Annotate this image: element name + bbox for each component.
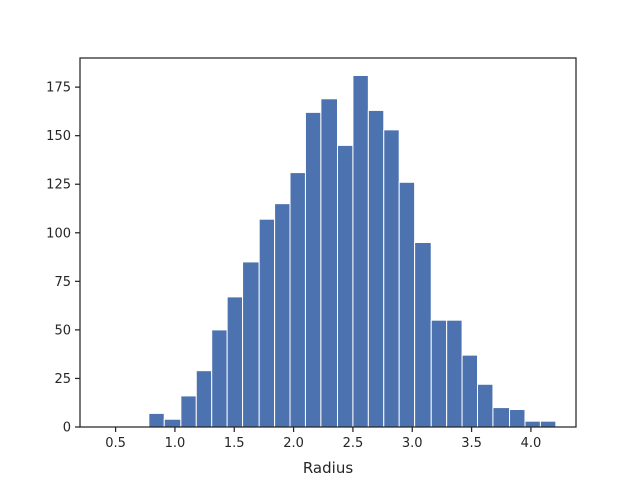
histogram-bar xyxy=(524,420,541,428)
histogram-bar xyxy=(163,418,182,428)
histogram-bar xyxy=(383,129,400,428)
y-tick-label: 100 xyxy=(46,226,71,241)
histogram-bar xyxy=(274,203,291,428)
y-tick-label: 175 xyxy=(46,81,71,96)
histogram-bar xyxy=(211,329,228,428)
y-tick-label: 0 xyxy=(63,421,71,436)
histogram-bar xyxy=(258,218,276,428)
histogram-bar xyxy=(336,144,354,428)
histogram-bar xyxy=(539,420,557,428)
x-tick-label: 4.0 xyxy=(521,436,542,451)
x-tick-label: 0.5 xyxy=(105,436,126,451)
histogram-bar xyxy=(461,354,479,428)
y-tick-label: 125 xyxy=(46,178,71,193)
histogram-bar xyxy=(477,383,494,428)
histogram-bar xyxy=(367,109,385,428)
x-axis-ticks: 0.5 1.0 1.5 2.0 2.5 3.0 3.5 4.0 xyxy=(105,427,541,451)
y-tick-label: 75 xyxy=(54,275,71,290)
histogram-bar xyxy=(195,370,213,428)
histogram-bar xyxy=(289,172,306,428)
histogram-bar xyxy=(398,181,416,428)
histogram-bar xyxy=(242,261,260,428)
histogram-bar xyxy=(430,319,448,428)
histogram-bar xyxy=(352,74,369,428)
y-tick-label: 150 xyxy=(46,129,71,144)
bars-group xyxy=(148,74,557,428)
x-tick-label: 3.5 xyxy=(461,436,482,451)
histogram-bar xyxy=(446,319,463,428)
histogram-bar xyxy=(304,111,322,428)
histogram-bar xyxy=(148,412,165,428)
x-tick-label: 2.0 xyxy=(283,436,304,451)
histogram-bar xyxy=(180,395,197,428)
histogram-bar xyxy=(226,296,244,428)
histogram-bar xyxy=(320,98,338,428)
x-tick-label: 1.0 xyxy=(165,436,186,451)
y-tick-label: 50 xyxy=(54,323,71,338)
x-tick-label: 3.0 xyxy=(402,436,423,451)
x-tick-label: 1.5 xyxy=(224,436,245,451)
histogram-bar xyxy=(509,409,526,428)
x-tick-label: 2.5 xyxy=(343,436,364,451)
x-axis-label: Radius xyxy=(303,459,353,477)
y-axis-ticks: 0 25 50 75 100 125 150 175 xyxy=(46,81,80,436)
y-tick-label: 25 xyxy=(54,372,71,387)
plot-frame xyxy=(79,57,577,428)
histogram-bar xyxy=(492,407,511,428)
histogram-bar xyxy=(414,242,432,428)
